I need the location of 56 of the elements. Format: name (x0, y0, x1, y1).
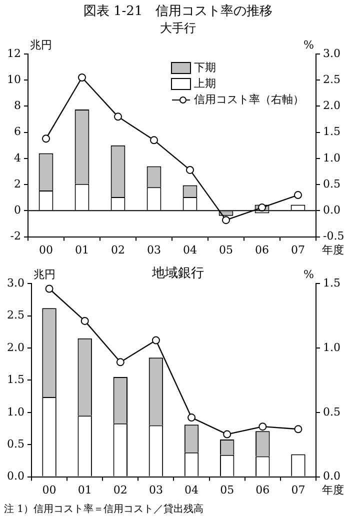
x-tick-label: 01 (75, 243, 89, 256)
y-tick-label: 1.5 (6, 373, 24, 386)
y-tick-label: 10 (6, 72, 21, 86)
y-tick-label: 1.0 (6, 405, 24, 418)
y2-tick-label: 1.0 (323, 151, 340, 164)
y2-tick-label: 1.5 (323, 125, 340, 138)
x-tick-label: 06 (256, 483, 270, 496)
y-axis-title: 兆円 (33, 268, 56, 281)
y-axis-title: 兆円 (30, 38, 52, 52)
x-tick-label: 02 (111, 243, 125, 256)
x-axis-title: 年度 (322, 244, 344, 257)
y2-axis-title: % (304, 268, 314, 281)
x-tick-label: 05 (219, 243, 233, 256)
y-tick-label: 4 (14, 151, 21, 164)
x-tick-label: 00 (42, 483, 56, 496)
y-tick-label: -2 (10, 230, 21, 243)
x-tick-label: 07 (291, 243, 305, 256)
y2-tick-label: 3.0 (323, 46, 340, 60)
y-tick-label: 3.0 (6, 276, 24, 290)
x-axis-title: 年度 (322, 484, 344, 497)
legend-label: 上期 (194, 76, 216, 90)
x-tick-label: 04 (183, 243, 197, 256)
x-tick-label: 05 (220, 483, 234, 496)
legend-label: 信用コスト率（右軸） (194, 92, 304, 106)
y-tick-label: 8 (14, 99, 21, 112)
y2-tick-label: 2.0 (323, 99, 340, 112)
y2-tick-label: 1.0 (323, 340, 340, 354)
y2-tick-label: 1.5 (323, 276, 340, 290)
x-tick-label: 06 (255, 243, 269, 256)
y2-tick-label: 0.0 (323, 204, 340, 217)
y-tick-label: 0.5 (6, 437, 24, 450)
text: 注 1）信用コスト率＝信用コスト／貸出残高 (3, 502, 205, 516)
chart-title: 図表 1-21 信用コスト率の推移 (83, 3, 273, 20)
x-tick-label: 03 (148, 483, 163, 496)
y2-tick-label: 0.5 (323, 405, 340, 418)
chart-subtitle: 大手行 (160, 20, 196, 35)
x-tick-label: 02 (113, 483, 128, 496)
y-tick-label: 2 (14, 177, 21, 190)
y2-axis-title: % (304, 38, 314, 52)
x-tick-label: 00 (38, 243, 53, 256)
y-tick-label: 0.0 (6, 470, 24, 483)
x-tick-label: 01 (78, 483, 92, 496)
y-tick-label: 12 (6, 46, 21, 60)
legend-label: 下期 (194, 60, 216, 74)
y2-tick-label: 0.5 (323, 177, 340, 190)
x-tick-label: 03 (147, 243, 161, 256)
y2-tick-label: 0.0 (323, 470, 340, 483)
y-tick-label: 0 (14, 204, 21, 217)
y-tick-label: 2.0 (6, 340, 24, 354)
y-tick-label: 6 (14, 125, 21, 138)
y2-tick-label: -0.5 (323, 230, 344, 243)
x-tick-label: 04 (184, 483, 199, 496)
y2-tick-label: 2.5 (323, 72, 340, 86)
y-tick-label: 2.5 (6, 308, 24, 322)
chart-title: 地域銀行 (151, 266, 204, 282)
x-tick-label: 07 (291, 483, 306, 496)
